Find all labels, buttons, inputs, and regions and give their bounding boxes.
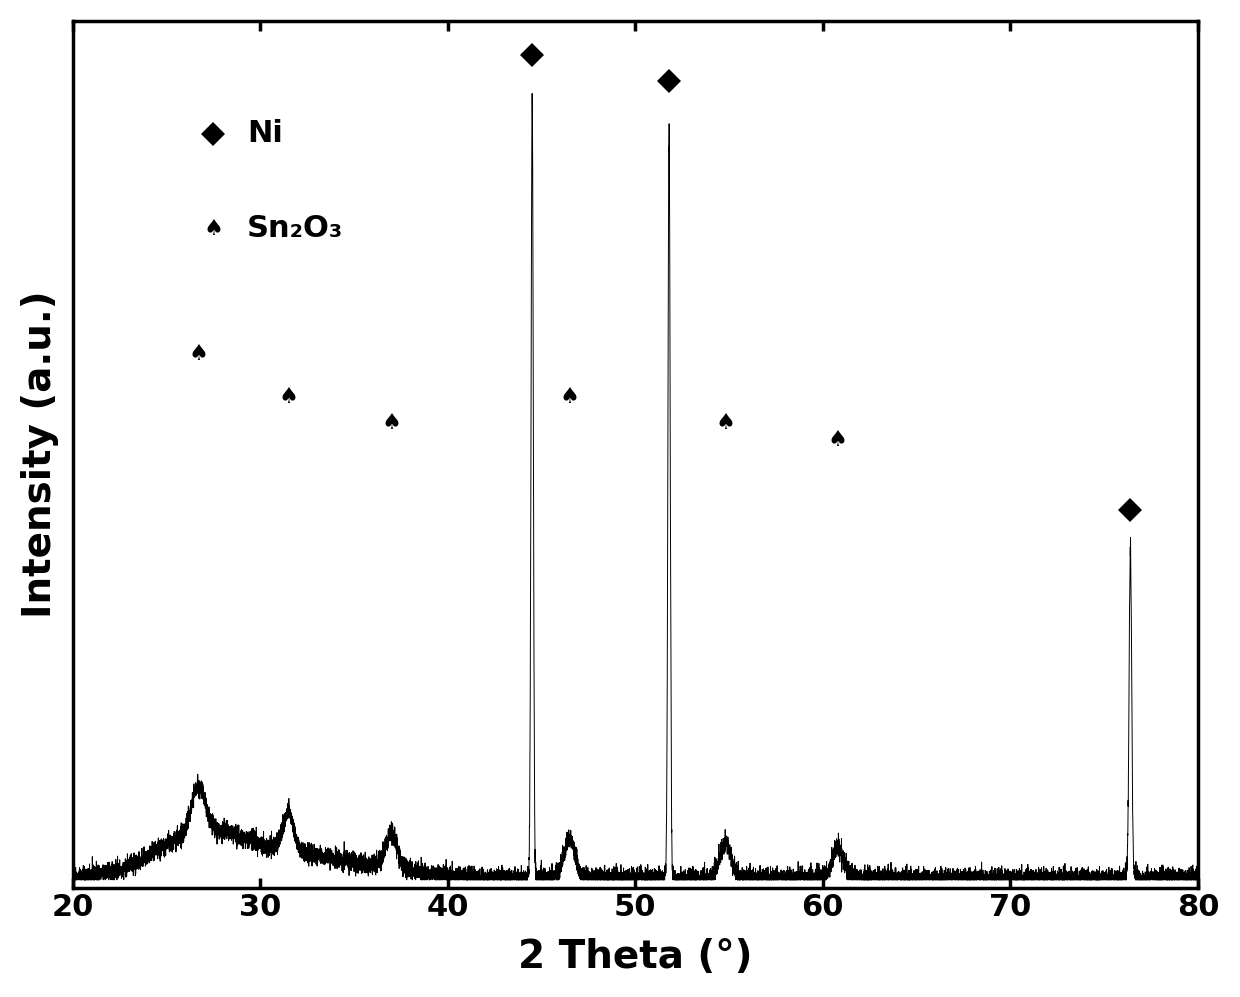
Y-axis label: Intensity (a.u.): Intensity (a.u.): [21, 290, 58, 618]
Text: ♠: ♠: [828, 431, 848, 451]
Text: ♠: ♠: [203, 219, 223, 239]
Text: ♠: ♠: [715, 413, 735, 433]
Text: ♠: ♠: [188, 344, 208, 365]
Text: Ni: Ni: [247, 119, 283, 148]
Text: Sn₂O₃: Sn₂O₃: [247, 214, 343, 243]
Text: ♠: ♠: [382, 413, 402, 433]
Text: ♠: ♠: [279, 388, 299, 408]
Text: ♠: ♠: [559, 388, 579, 408]
X-axis label: 2 Theta (°): 2 Theta (°): [518, 938, 753, 976]
